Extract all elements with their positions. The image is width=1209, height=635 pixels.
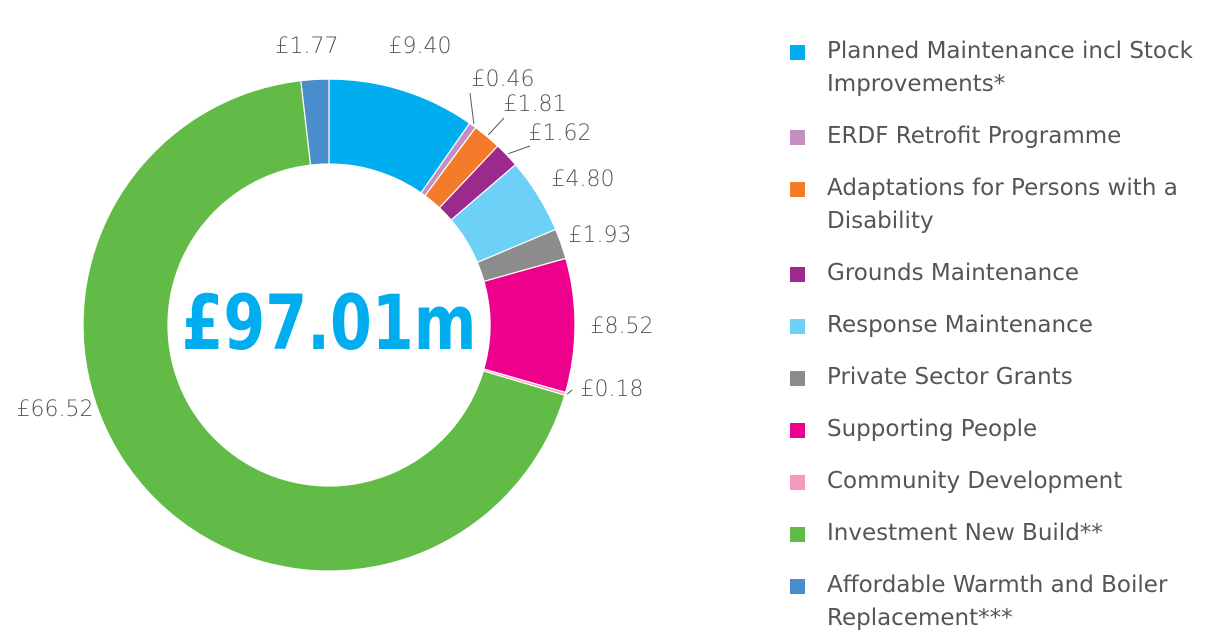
legend-item: Response Maintenance bbox=[790, 309, 1200, 342]
legend: Planned Maintenance incl Stock Improveme… bbox=[790, 35, 1200, 635]
legend-swatch bbox=[790, 475, 805, 490]
legend-item: ERDF Retrofit Programme bbox=[790, 120, 1200, 153]
legend-label: Investment New Build** bbox=[827, 520, 1103, 546]
leader-line bbox=[469, 92, 475, 124]
legend-label: Affordable Warmth and Boiler Replacement… bbox=[827, 572, 1168, 631]
legend-label: Grounds Maintenance bbox=[827, 260, 1080, 286]
donut-slice bbox=[82, 79, 566, 572]
legend-swatch bbox=[790, 527, 805, 542]
leader-line bbox=[566, 389, 573, 395]
data-label: £0.46 bbox=[472, 67, 535, 92]
leader-line bbox=[487, 117, 505, 136]
data-label: £9.40 bbox=[389, 34, 452, 59]
legend-swatch bbox=[790, 130, 805, 145]
legend-item: Planned Maintenance incl Stock Improveme… bbox=[790, 35, 1200, 101]
legend-label: Private Sector Grants bbox=[827, 364, 1073, 390]
legend-item: Private Sector Grants bbox=[790, 361, 1200, 394]
leader-line bbox=[508, 145, 531, 155]
legend-item: Supporting People bbox=[790, 413, 1200, 446]
legend-label: Supporting People bbox=[827, 416, 1038, 442]
data-label: £8.52 bbox=[591, 314, 654, 339]
legend-item: Affordable Warmth and Boiler Replacement… bbox=[790, 569, 1200, 635]
legend-item: Community Development bbox=[790, 465, 1200, 498]
legend-swatch bbox=[790, 371, 805, 386]
page: £9.40 £0.46 £1.81 £1.62 £4.80 £1.93 £8.52 £0.18… bbox=[16, 34, 1193, 631]
data-label: £1.93 bbox=[569, 223, 632, 248]
legend-swatch bbox=[790, 423, 805, 438]
legend-item: Adaptations for Persons with a Disabilit… bbox=[790, 172, 1200, 238]
legend-label: Planned Maintenance incl Stock Improveme… bbox=[827, 38, 1193, 97]
data-label: £0.18 bbox=[581, 377, 644, 402]
legend-item: Grounds Maintenance bbox=[790, 257, 1200, 290]
data-label: £1.81 bbox=[504, 92, 567, 117]
legend-swatch bbox=[790, 319, 805, 334]
legend-swatch bbox=[790, 45, 805, 60]
data-label: £66.52 bbox=[17, 397, 94, 422]
legend-item: Investment New Build** bbox=[790, 517, 1200, 550]
donut-slice bbox=[483, 257, 576, 394]
center-label: £97.01m bbox=[182, 278, 477, 367]
legend-label: Response Maintenance bbox=[827, 312, 1093, 338]
chart: £9.40 £0.46£1.81 £1.62 £4.80 £1.93 £8.52 £0.18… bbox=[17, 34, 654, 572]
data-label: £4.80 bbox=[552, 167, 615, 192]
legend-label: ERDF Retrofit Programme bbox=[827, 123, 1122, 149]
donut-slice bbox=[300, 78, 330, 166]
legend-label: Community Development bbox=[827, 468, 1123, 494]
legend-label: Adaptations for Persons with a Disabilit… bbox=[827, 175, 1178, 234]
data-label: £1.77 bbox=[276, 34, 339, 59]
legend-swatch bbox=[790, 267, 805, 282]
legend-swatch bbox=[790, 579, 805, 594]
legend-swatch bbox=[790, 182, 805, 197]
data-label: £1.62 bbox=[529, 121, 592, 146]
